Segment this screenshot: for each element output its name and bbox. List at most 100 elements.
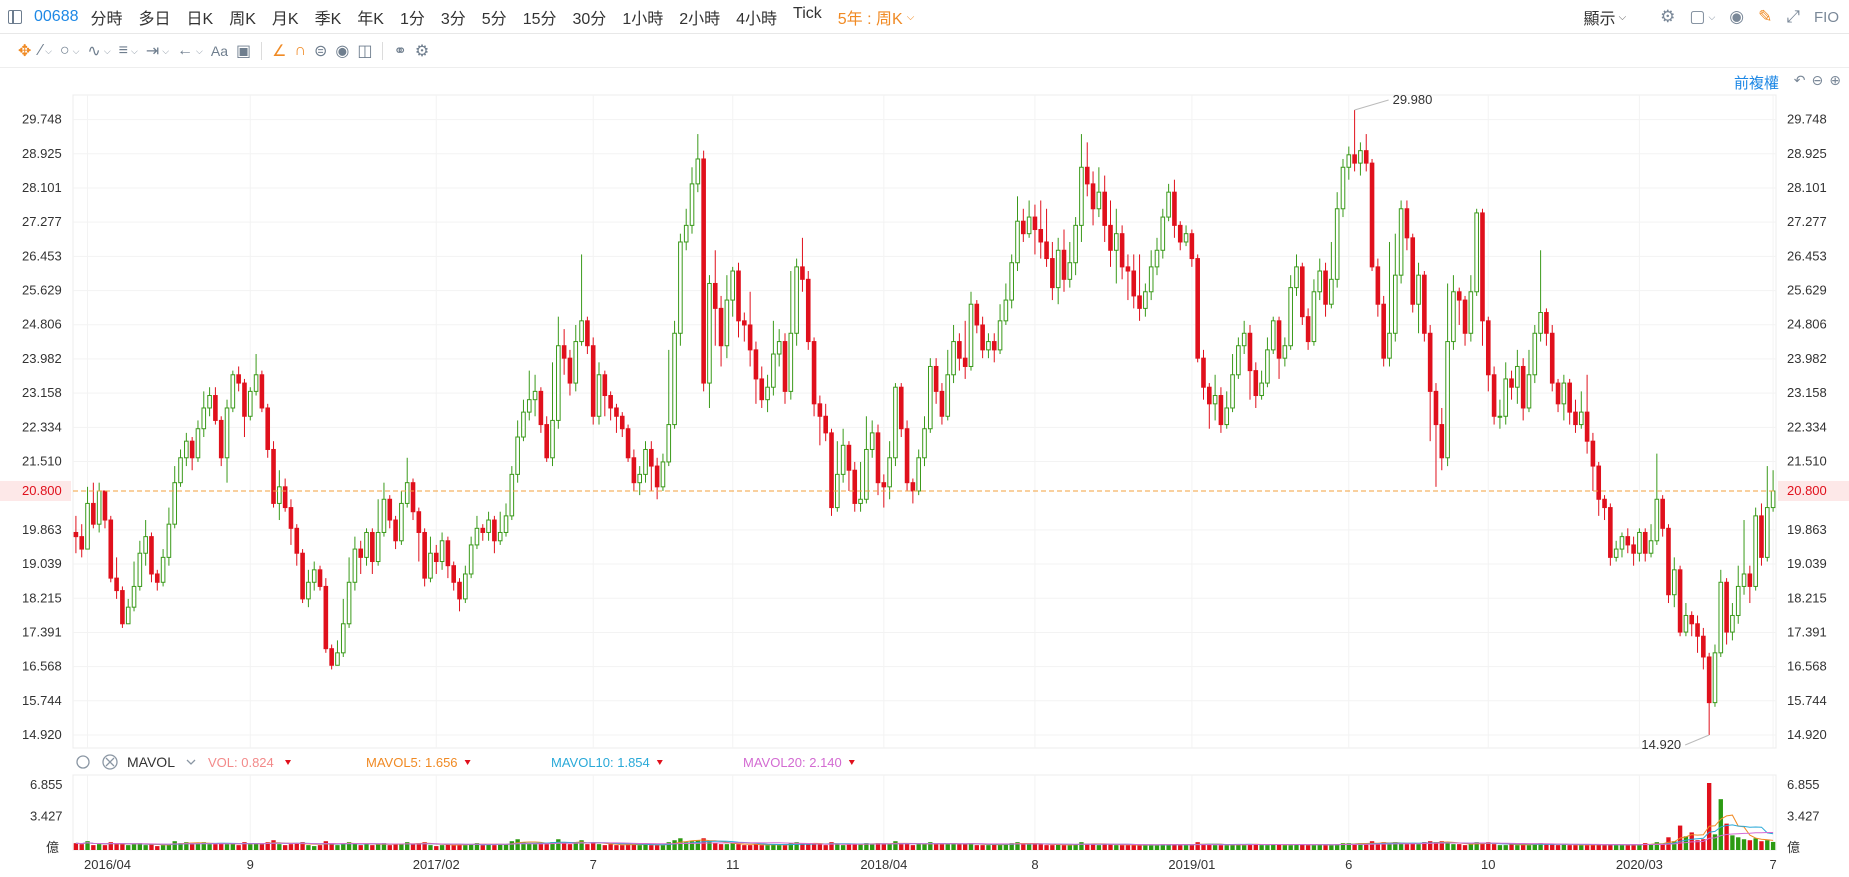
ruler-tool-icon[interactable]: ∠	[272, 43, 287, 60]
volume-bar	[1172, 844, 1177, 850]
line-tool-icon[interactable]: ∕ ⌵	[39, 42, 52, 59]
candle-body	[602, 374, 608, 397]
volume-bar	[1119, 845, 1125, 850]
display-label: 顯示	[1583, 11, 1616, 28]
candle	[1340, 158, 1346, 218]
fio-label[interactable]: FIO	[1814, 8, 1839, 26]
layout-icon[interactable]: ▢ ⌵	[1689, 7, 1716, 26]
candle-body	[817, 403, 823, 417]
price-adjust-button[interactable]: 前複權	[1733, 75, 1779, 92]
period-tab-4[interactable]: 月K	[271, 11, 299, 28]
camera-icon[interactable]: ◉	[1729, 7, 1745, 26]
period-tab-3[interactable]: 周K	[229, 11, 256, 28]
wave-tool-icon[interactable]: ∿ ⌵	[87, 43, 111, 60]
candle-body	[1666, 527, 1671, 596]
pencil-icon[interactable]: ✎	[1758, 7, 1773, 26]
lock-draw-icon[interactable]: ⊜	[313, 43, 328, 60]
period-tab-10[interactable]: 15分	[522, 11, 557, 28]
undo-icon[interactable]: ↶	[1793, 72, 1806, 88]
period-tab-6[interactable]: 年K	[357, 11, 384, 28]
period-tab-1[interactable]: 多日	[138, 11, 171, 28]
volume-bar	[840, 845, 846, 850]
candle-body	[573, 341, 579, 384]
magnet-icon[interactable]: ∩	[294, 42, 306, 59]
volume-bar	[1590, 844, 1596, 850]
candle-body	[166, 523, 172, 558]
volume-bar	[1334, 844, 1340, 850]
candle	[1724, 578, 1729, 645]
period-tab-0[interactable]: 分時	[90, 11, 123, 28]
y-tick-label-right: 16.568	[1787, 659, 1827, 674]
candle	[294, 524, 300, 566]
period-tab-9[interactable]: 5分	[481, 11, 507, 28]
visibility-icon[interactable]: ◉	[335, 43, 350, 60]
stock-code[interactable]: 00688	[34, 8, 79, 25]
y-tick-label-left: 17.391	[22, 624, 62, 639]
volume-bar	[1178, 845, 1183, 850]
settings-icon[interactable]: ⚙	[1660, 7, 1676, 26]
fullscreen-icon[interactable]: ⤢	[1786, 7, 1800, 26]
fibonacci-tool-icon[interactable]: ≡ ⌵	[118, 42, 138, 59]
y-tick-label-right: 25.629	[1787, 283, 1827, 298]
candle	[1021, 208, 1026, 242]
candle-body	[1764, 507, 1770, 558]
candle	[1160, 208, 1166, 259]
candle-body	[1387, 332, 1392, 359]
y-tick-label-right: 24.806	[1787, 317, 1827, 332]
volume-bar	[1271, 844, 1276, 850]
volume-bar	[689, 841, 695, 850]
sidebar-toggle-icon[interactable]	[8, 10, 22, 24]
zoom-in-icon[interactable]: ⊕	[1829, 72, 1841, 88]
period-tab-13[interactable]: 2小時	[679, 11, 721, 28]
zoom-out-icon[interactable]: ⊖	[1811, 72, 1824, 88]
volume-bars	[73, 783, 1776, 850]
arrow-tool-icon[interactable]: ← ⌵	[177, 42, 203, 59]
candle	[1201, 349, 1206, 400]
candle-body	[672, 332, 677, 426]
period-tab-11[interactable]: 30分	[572, 11, 607, 28]
candle	[224, 399, 230, 483]
volume-bar	[79, 844, 84, 850]
candle	[79, 524, 85, 558]
period-tab-12[interactable]: 1小時	[622, 11, 664, 28]
shape-tool-icon[interactable]: ○ ⌵	[59, 42, 80, 59]
candle	[1276, 316, 1282, 379]
candle-body	[91, 502, 96, 525]
volume-bar	[399, 844, 404, 850]
volume-bar	[1526, 845, 1532, 850]
period-tab-8[interactable]: 3分	[440, 11, 466, 28]
candle	[922, 416, 927, 467]
volume-bar	[1515, 845, 1520, 850]
volume-bar	[323, 841, 329, 850]
volume-bar	[585, 844, 590, 850]
chart-settings-icon[interactable]: ⚙	[414, 43, 430, 60]
range-tool-icon[interactable]: ⇥ ⌵	[145, 43, 170, 60]
candle-body	[1474, 212, 1479, 293]
active-period-selector[interactable]: 5年 : 周K ⌵	[838, 5, 915, 29]
compare-icon[interactable]: ⚭	[393, 43, 407, 60]
comment-tool-icon[interactable]: ▣	[236, 43, 252, 60]
candle-body	[1282, 345, 1288, 359]
volume-bar	[1253, 844, 1258, 850]
volume-bar	[91, 845, 96, 850]
candle	[532, 374, 538, 417]
period-tab-5[interactable]: 季K	[314, 11, 342, 28]
volume-bar	[928, 842, 933, 850]
period-tab-15[interactable]: Tick	[793, 5, 822, 22]
period-tab-7[interactable]: 1分	[399, 11, 425, 28]
move-cross-icon[interactable]: ✥	[18, 43, 32, 60]
display-menu-button[interactable]: 顯示 ⌵	[1584, 5, 1627, 29]
period-tab-14[interactable]: 4小時	[736, 11, 778, 28]
candle	[835, 441, 840, 512]
text-tool-icon[interactable]: Aa	[210, 43, 228, 59]
candle	[1561, 374, 1567, 421]
candle	[718, 295, 724, 367]
volume-bar	[236, 845, 241, 850]
candle	[259, 370, 265, 413]
volume-bar	[486, 844, 491, 850]
candle	[1544, 308, 1549, 346]
candle-body	[1288, 287, 1293, 347]
trash-icon[interactable]: ◫	[357, 43, 373, 60]
period-tab-2[interactable]: 日K	[186, 11, 214, 28]
